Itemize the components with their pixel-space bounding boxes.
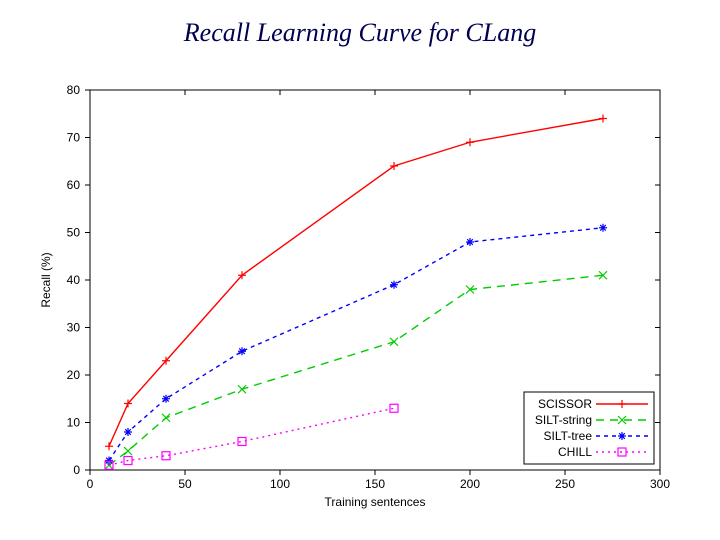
- svg-text:50: 50: [67, 226, 81, 240]
- svg-text:40: 40: [67, 273, 81, 287]
- svg-text:SILT-string: SILT-string: [535, 413, 592, 427]
- svg-text:50: 50: [178, 477, 192, 491]
- page-title: Recall Learning Curve for CLang: [0, 18, 720, 48]
- svg-text:30: 30: [67, 321, 81, 335]
- svg-text:300: 300: [650, 477, 670, 491]
- svg-text:SILT-tree: SILT-tree: [544, 429, 593, 443]
- svg-text:Recall (%): Recall (%): [39, 252, 53, 307]
- svg-text:SCISSOR: SCISSOR: [538, 397, 592, 411]
- svg-text:Training sentences: Training sentences: [325, 495, 426, 509]
- svg-text:80: 80: [67, 83, 81, 97]
- recall-chart: 0 50 100 150 200 250 300 0 10 20 30 40 50 60 70 80 Train…: [30, 70, 690, 510]
- svg-text:150: 150: [365, 477, 385, 491]
- svg-text:10: 10: [67, 416, 81, 430]
- svg-text:0: 0: [87, 477, 94, 491]
- svg-text:70: 70: [67, 131, 81, 145]
- svg-text:250: 250: [555, 477, 575, 491]
- svg-text:200: 200: [460, 477, 480, 491]
- svg-text:60: 60: [67, 178, 81, 192]
- svg-text:100: 100: [270, 477, 290, 491]
- svg-text:CHILL: CHILL: [558, 445, 592, 459]
- svg-text:20: 20: [67, 368, 81, 382]
- svg-text:0: 0: [73, 463, 80, 477]
